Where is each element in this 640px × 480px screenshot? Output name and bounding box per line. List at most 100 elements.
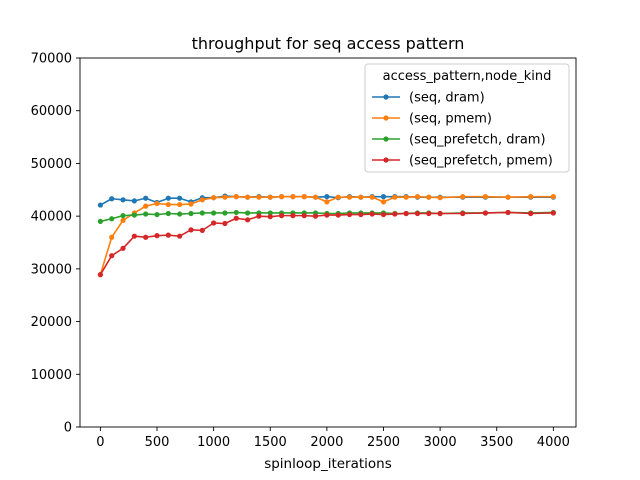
data-point (120, 213, 126, 219)
data-point (278, 194, 285, 200)
data-point (143, 234, 149, 240)
data-point (109, 234, 115, 240)
data-point (211, 210, 217, 216)
data-point (392, 211, 398, 217)
data-point (245, 194, 251, 200)
data-point (120, 217, 126, 223)
data-point (256, 194, 262, 200)
data-point (482, 194, 489, 200)
data-point (154, 211, 160, 218)
y-tick-label: 50000 (31, 157, 72, 172)
data-point (301, 194, 307, 200)
data-point (437, 195, 443, 201)
x-tick-label: 2500 (367, 435, 400, 450)
data-point (109, 196, 115, 202)
data-point (233, 215, 239, 221)
x-tick-label: 3500 (480, 435, 513, 450)
y-tick-label: 60000 (31, 104, 72, 119)
data-point (188, 210, 194, 217)
data-point (222, 220, 228, 227)
data-point (460, 210, 466, 217)
data-point (199, 197, 205, 203)
data-point (324, 199, 330, 205)
data-point (324, 212, 330, 218)
data-point (346, 194, 353, 200)
data-point (346, 211, 353, 218)
data-point (97, 218, 103, 225)
data-point (267, 210, 273, 216)
y-tick-label: 10000 (31, 368, 72, 383)
data-point (278, 213, 285, 219)
data-point (199, 227, 205, 233)
y-tick-label: 40000 (31, 210, 72, 225)
legend-marker (383, 115, 389, 121)
data-point (131, 233, 137, 239)
data-point (550, 194, 556, 200)
data-point (414, 194, 421, 200)
data-point (528, 210, 534, 217)
x-tick-label: 3000 (424, 435, 457, 450)
data-point (358, 211, 364, 218)
y-tick-label: 20000 (31, 315, 72, 330)
data-point (177, 201, 183, 208)
data-point (403, 194, 409, 200)
legend-entry-3: (seq_prefetch, pmem) (372, 154, 553, 169)
data-point (335, 194, 341, 200)
axes-frame (79, 57, 577, 428)
data-point (290, 194, 296, 200)
data-point (222, 210, 228, 216)
data-point (131, 212, 137, 218)
data-point (380, 194, 387, 200)
data-point (290, 213, 296, 219)
data-point (324, 194, 330, 200)
data-point (245, 210, 251, 216)
data-point (109, 216, 115, 222)
data-point (414, 210, 421, 217)
data-point (267, 214, 273, 220)
x-tick-label: 2000 (310, 435, 343, 450)
data-point (97, 202, 103, 208)
data-point (97, 272, 103, 278)
y-tick-label: 0 (64, 421, 72, 436)
data-point (482, 210, 489, 216)
legend-title: access_pattern,node_kind (383, 69, 552, 84)
data-point (222, 194, 228, 200)
legend: access_pattern,node_kind (seq, dram) (seq,… (364, 63, 570, 173)
data-point (550, 210, 556, 216)
y-tick-label: 30000 (31, 262, 72, 277)
data-point (392, 194, 398, 200)
data-point (165, 210, 171, 217)
x-tick-label: 1000 (197, 435, 230, 450)
data-point (165, 232, 171, 238)
legend-entry-1: (seq, pmem) (372, 112, 492, 127)
data-point (426, 194, 432, 200)
data-point (312, 213, 319, 219)
data-point (177, 195, 183, 201)
data-point (312, 194, 319, 200)
x-axis-label: spinloop_iterations (264, 456, 392, 472)
data-point (165, 201, 171, 208)
data-point (426, 210, 432, 217)
x-tick-label: 4000 (537, 435, 570, 450)
data-point (165, 195, 171, 201)
data-point (335, 212, 341, 218)
data-point (109, 253, 115, 259)
data-point (358, 194, 364, 200)
legend-label: (seq_prefetch, dram) (409, 133, 546, 148)
data-point (120, 245, 126, 251)
data-point (188, 201, 194, 207)
data-point (528, 194, 534, 200)
data-point (233, 194, 239, 200)
data-point (380, 211, 387, 218)
y-tick-label: 70000 (31, 52, 72, 67)
x-tick-label: 500 (145, 435, 170, 450)
legend-marker (383, 136, 389, 142)
legend-label: (seq_prefetch, pmem) (409, 154, 553, 169)
data-point (131, 198, 137, 204)
data-point (369, 194, 375, 200)
legend-box (364, 63, 570, 173)
data-point (177, 233, 183, 239)
data-point (211, 195, 217, 201)
data-point (245, 217, 251, 223)
